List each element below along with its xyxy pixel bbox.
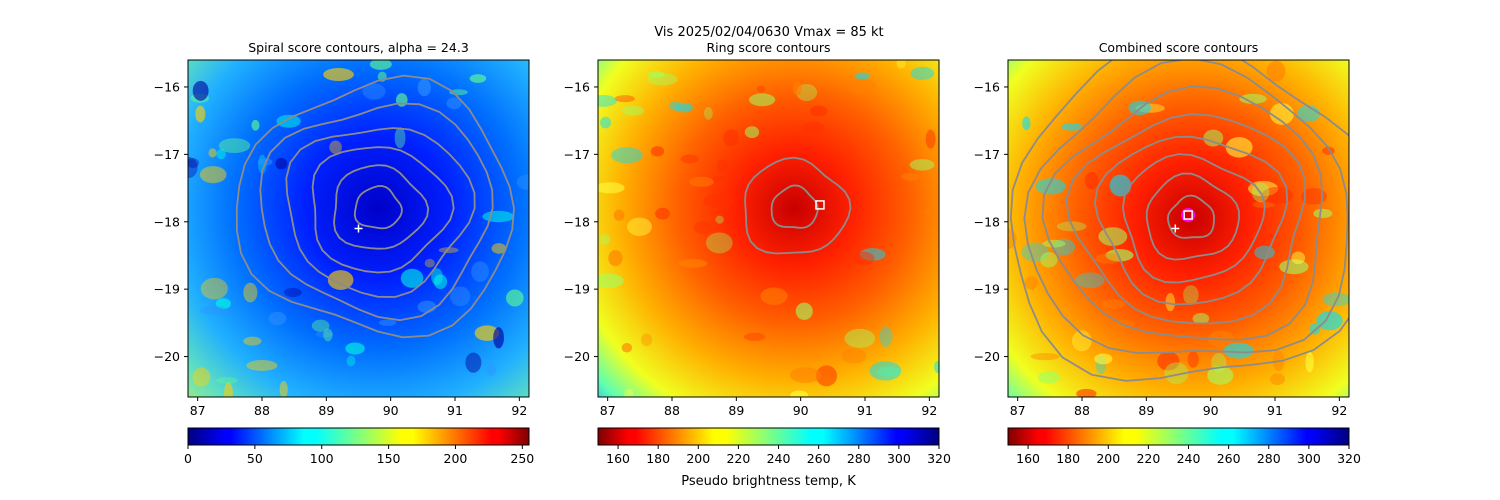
colorbar-tick-label: 300 <box>1297 451 1321 466</box>
x-tick-label: 91 <box>857 403 873 418</box>
contour-line <box>1041 85 1324 341</box>
center-plus-marker <box>1171 224 1180 233</box>
axes-frame <box>1007 59 1350 398</box>
y-tick-label: −17 <box>154 147 180 162</box>
contour-line <box>770 184 819 229</box>
colorbar-tick-label: 320 <box>927 451 951 466</box>
y-tick-label: −18 <box>564 214 590 229</box>
y-tick-label: −20 <box>154 349 180 364</box>
x-tick-label: 92 <box>511 403 527 418</box>
center-plus-marker <box>354 224 363 233</box>
contour-line <box>1023 60 1349 354</box>
x-tick-label: 89 <box>728 403 744 418</box>
contour-line <box>285 127 476 298</box>
x-tick-label: 88 <box>1074 403 1090 418</box>
colorbar <box>597 427 940 446</box>
y-tick-label: −18 <box>154 214 180 229</box>
y-tick-label: −20 <box>974 349 1000 364</box>
axes-frame <box>187 59 530 398</box>
y-tick-label: −20 <box>564 349 590 364</box>
contour-line <box>744 156 852 255</box>
y-tick-label: −17 <box>974 147 1000 162</box>
contour-line <box>1065 113 1307 325</box>
heatmap-field <box>1008 60 1349 397</box>
y-tick-label: −16 <box>564 79 590 94</box>
y-tick-label: −19 <box>154 282 180 297</box>
x-tick-label: 89 <box>1138 403 1154 418</box>
contour-line <box>333 164 430 250</box>
panel-title: Ring score contours <box>706 40 830 55</box>
colorbar-tick-label: 250 <box>510 451 534 466</box>
panel-combined: Combined score contours 87 88 89 90 91 92 −16 −… <box>974 40 1361 466</box>
x-tick-label: 90 <box>1203 403 1219 418</box>
panel-title: Combined score contours <box>1099 40 1259 55</box>
y-tick-label: −19 <box>974 282 1000 297</box>
colorbar <box>187 427 530 446</box>
contour-line <box>235 74 515 339</box>
colorbar-tick-label: 180 <box>1056 451 1080 466</box>
colorbar-tick-label: 220 <box>726 451 750 466</box>
colorbar-tick-label: 300 <box>887 451 911 466</box>
contour-line <box>1145 172 1241 261</box>
colorbar-tick-label: 260 <box>807 451 831 466</box>
colorbar-tick-label: 100 <box>310 451 334 466</box>
x-tick-label: 90 <box>793 403 809 418</box>
contour-line <box>1121 153 1266 284</box>
y-tick-label: −16 <box>154 79 180 94</box>
x-tick-label: 87 <box>600 403 616 418</box>
x-tick-label: 92 <box>921 403 937 418</box>
ring-center-square <box>1183 210 1193 220</box>
contour-line <box>353 185 403 230</box>
y-tick-label: −17 <box>564 147 590 162</box>
colorbar-tick-label: 280 <box>1257 451 1281 466</box>
x-tick-label: 91 <box>447 403 463 418</box>
colorbar-tick-label: 160 <box>606 451 630 466</box>
y-tick-label: −16 <box>974 79 1000 94</box>
colorbar <box>1007 427 1350 446</box>
y-tick-label: −19 <box>564 282 590 297</box>
colorbar-tick-label: 180 <box>646 451 670 466</box>
contour-line <box>1009 60 1349 382</box>
heatmap-field <box>188 60 529 397</box>
x-tick-label: 91 <box>1267 403 1283 418</box>
x-tick-label: 87 <box>1010 403 1026 418</box>
colorbar-tick-label: 320 <box>1337 451 1361 466</box>
colorbar-tick-label: 50 <box>247 451 263 466</box>
x-tick-label: 90 <box>383 403 399 418</box>
contour-line <box>1093 135 1289 306</box>
colorbar-tick-label: 150 <box>377 451 401 466</box>
combined-center-marker <box>1181 208 1196 223</box>
colorbar-label: Pseudo brightness temp, K <box>681 474 856 489</box>
colorbar-tick-label: 240 <box>767 451 791 466</box>
contour-line <box>1166 194 1216 239</box>
colorbar-tick-label: 240 <box>1177 451 1201 466</box>
x-tick-label: 87 <box>190 403 206 418</box>
colorbar-tick-label: 260 <box>1217 451 1241 466</box>
panel-spiral: Spiral score contours, alpha = 24.3 87 88… <box>154 40 535 466</box>
x-tick-label: 88 <box>664 403 680 418</box>
y-tick-label: −18 <box>974 214 1000 229</box>
figure-suptitle: Vis 2025/02/04/0630 Vmax = 85 kt <box>654 25 883 40</box>
colorbar-tick-label: 200 <box>1096 451 1120 466</box>
colorbar-tick-label: 160 <box>1016 451 1040 466</box>
panel-title: Spiral score contours, alpha = 24.3 <box>248 40 469 55</box>
contour-line <box>259 102 494 322</box>
x-tick-label: 89 <box>318 403 334 418</box>
ring-center-square <box>815 200 825 210</box>
x-tick-label: 88 <box>254 403 270 418</box>
colorbar-tick-label: 200 <box>444 451 468 466</box>
x-tick-label: 92 <box>1331 403 1347 418</box>
contour-line <box>311 146 455 274</box>
colorbar-tick-label: 200 <box>686 451 710 466</box>
colorbar-tick-label: 280 <box>847 451 871 466</box>
panel-ring: Ring score contours 87 88 89 90 91 92 −16 −17 −1… <box>564 40 951 466</box>
heatmap-field <box>598 60 939 397</box>
colorbar-tick-label: 220 <box>1136 451 1160 466</box>
colorbar-tick-label: 0 <box>184 451 192 466</box>
axes-frame <box>597 59 940 398</box>
